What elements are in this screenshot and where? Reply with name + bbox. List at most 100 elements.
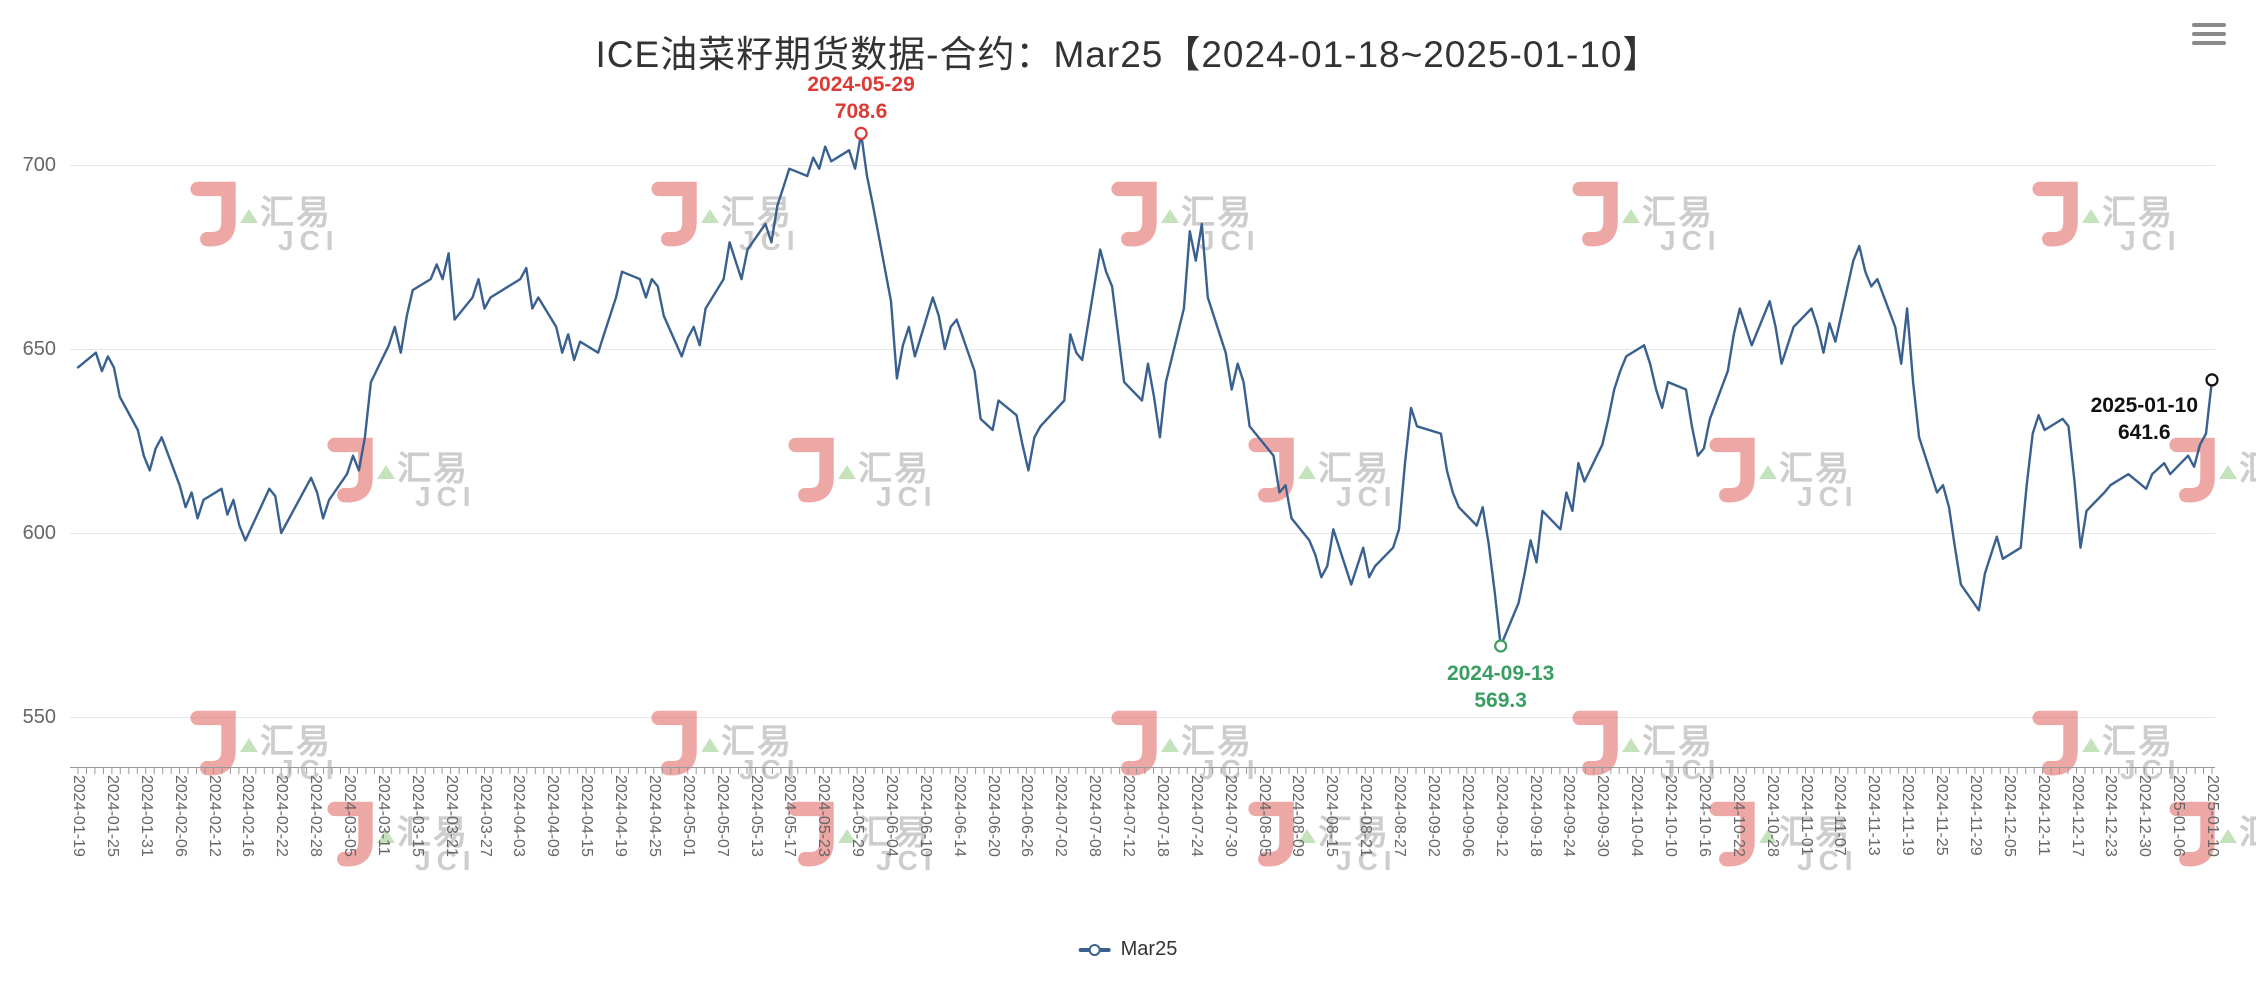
x-axis-tick-label: 2024-09-02 [1424,775,1442,857]
x-axis-tick-label: 2024-06-20 [984,775,1002,857]
green-triangle-icon [377,465,395,479]
watermark-en-text: JCI [739,225,801,256]
watermark-en-text: JCI [876,481,938,512]
x-axis-tick-label: 2024-03-21 [442,775,460,857]
watermark-cn-text: 汇易 [721,723,793,761]
last-date-label: 2025-01-10 [2090,393,2198,417]
menu-bar [2192,41,2226,45]
jci-j-logo-icon [1111,710,1157,776]
x-axis-tick-label: 2025-01-06 [2170,775,2188,857]
min-value-label: 569.3 [1474,688,1527,712]
x-axis-tick-label: 2024-05-23 [815,775,833,857]
watermark-en-text: JCI [1660,225,1722,256]
gridline-650 [70,349,2215,350]
legend-ring-icon [1088,943,1101,956]
green-triangle-icon [701,209,719,223]
x-axis-tick-label: 2024-08-09 [1289,775,1307,857]
legend-item-mar25[interactable]: Mar25 [1078,938,1178,961]
green-triangle-icon [838,465,856,479]
jci-j-logo-icon [2032,710,2078,776]
watermark-cn-text: 汇易 [2239,441,2256,490]
min-date-label: 2024-09-13 [1446,661,1555,685]
watermark-cn-text: 汇易 [1642,723,1714,761]
x-axis-tick-label: 2024-06-26 [1018,775,1036,857]
watermark-cn-text: 汇易 [260,194,332,232]
watermark-cn-text: 汇易 [2102,194,2174,232]
x-axis-tick-label: 2024-07-30 [1221,775,1239,857]
x-axis-tick-label: 2024-02-22 [273,775,291,857]
x-axis-tick-label: 2024-05-17 [781,775,799,857]
green-triangle-icon [240,209,258,223]
jci-watermark: 汇易 JCI [188,171,364,269]
x-axis-tick-label: 2024-12-05 [2000,775,2018,857]
x-axis-tick-label: 2024-05-13 [747,775,765,857]
jci-j-logo-icon [2032,181,2078,247]
x-axis-tick-label: 2024-08-21 [1357,775,1375,857]
jci-watermark: 汇易 JCI [786,791,962,889]
jci-watermark: 汇易 JCI [649,171,825,269]
x-axis-tick-label: 2024-07-24 [1187,775,1205,857]
x-axis-tick-label: 2024-09-12 [1492,775,1510,857]
watermark-cn-text: 汇易 [1779,450,1851,488]
jci-j-logo-icon [651,710,697,776]
x-axis-tick-label: 2024-01-31 [137,775,155,857]
y-axis-tick-label: 650 [22,338,56,360]
gridline-700 [70,165,2215,166]
x-axis-tick-label: 2024-10-10 [1662,775,1679,857]
x-axis-tick-label: 2024-06-10 [916,775,934,857]
jci-j-logo-icon [1111,181,1157,247]
jci-j-logo-icon [190,710,236,776]
x-axis-tick-label: 2024-11-25 [1933,775,1950,856]
green-triangle-icon [1759,465,1777,479]
max-date-label: 2024-05-29 [807,73,915,97]
green-triangle-icon [1622,738,1640,752]
green-triangle-icon [1161,209,1179,223]
green-triangle-icon [2219,829,2237,843]
price-line-series[interactable] [76,132,2214,648]
hamburger-menu-icon[interactable] [2192,18,2226,50]
jci-j-logo-icon [190,181,236,247]
x-axis-tick-label: 2024-08-27 [1391,775,1408,857]
watermark-en-text: JCI [415,481,477,512]
watermark-cn-text: 汇易 [260,723,332,761]
green-triangle-icon [2082,738,2100,752]
legend-label: Mar25 [1120,938,1178,960]
green-triangle-icon [240,738,258,752]
watermark-cn-text: 汇易 [1181,194,1253,232]
x-axis-tick-label: 2024-06-14 [950,775,968,857]
max-point-marker-icon[interactable] [854,126,868,140]
x-axis-tick-label: 2024-07-02 [1052,775,1070,857]
last-point-marker-icon[interactable] [2205,373,2219,387]
watermark-cn-text: 汇易 [858,450,930,488]
watermark-cn-text: 汇易 [721,194,793,232]
x-axis-tick-label: 2024-02-12 [205,775,223,857]
x-axis-tick-label: 2024-01-25 [103,775,121,857]
x-axis-line [70,767,2215,768]
menu-bar [2192,32,2226,36]
jci-j-logo-icon [1248,437,1294,503]
max-point-annotation: 2024-05-29 708.6 [807,71,914,125]
x-axis-tick-label: 2024-10-04 [1628,775,1646,857]
y-axis-tick-label: 700 [22,154,56,176]
x-axis-tick-label: 2024-02-06 [171,775,189,857]
x-axis-tick-label: 2024-07-08 [1086,775,1104,857]
green-triangle-icon [2219,465,2237,479]
gridline-550 [70,717,2215,718]
jci-watermark: 汇易 JCI [1109,171,1285,269]
gridline-600 [70,533,2215,534]
jci-j-logo-icon [327,437,373,503]
jci-j-logo-icon [651,181,697,247]
x-axis-tick-label: 2024-04-25 [645,775,663,857]
jci-j-logo-icon [1572,181,1618,247]
last-value-label: 641.6 [2118,420,2171,444]
min-point-marker-icon[interactable] [1494,639,1508,653]
jci-watermark: 汇易 JCI [1570,171,1746,269]
green-triangle-icon [701,738,719,752]
x-axis-tick-label: 2024-03-11 [374,775,392,856]
max-value-label: 708.6 [834,100,888,124]
x-axis-tick-label: 2024-04-19 [612,775,629,857]
x-axis-tick-label: 2024-02-28 [307,775,325,857]
x-axis-tick-label: 2024-12-17 [2068,775,2086,857]
x-axis-ticks [77,767,2213,774]
